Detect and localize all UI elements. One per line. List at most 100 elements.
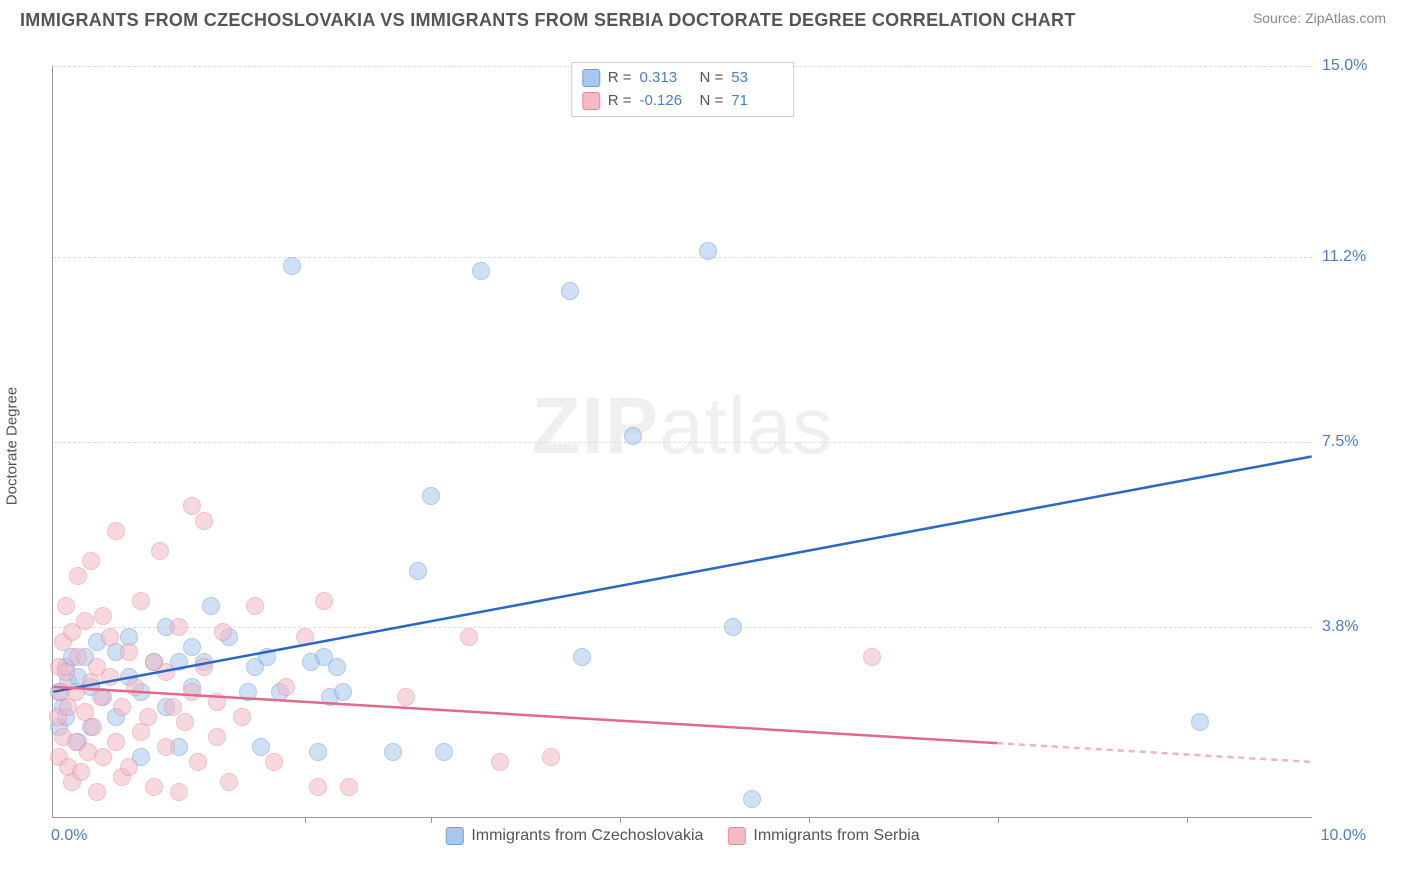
legend-swatch [445, 827, 463, 845]
x-tick [1187, 817, 1188, 823]
data-point [113, 698, 131, 716]
data-point [309, 778, 327, 796]
data-point [195, 658, 213, 676]
data-point [170, 618, 188, 636]
n-value: 53 [731, 67, 783, 90]
data-point [69, 648, 87, 666]
watermark: ZIPatlas [532, 380, 833, 472]
data-point [183, 683, 201, 701]
data-point [409, 562, 427, 580]
data-point [183, 638, 201, 656]
legend-row: R = -0.126 N = 71 [582, 90, 784, 113]
legend-row: R = 0.313 N = 53 [582, 67, 784, 90]
data-point [195, 512, 213, 530]
data-point [202, 597, 220, 615]
n-label: N = [700, 67, 724, 90]
series-legend: Immigrants from Czechoslovakia Immigrants… [445, 827, 919, 845]
data-point [157, 663, 175, 681]
data-point [183, 497, 201, 515]
data-point [101, 668, 119, 686]
data-point [120, 758, 138, 776]
data-point [561, 282, 579, 300]
legend-item: Immigrants from Serbia [727, 827, 919, 845]
data-point [277, 678, 295, 696]
data-point [239, 683, 257, 701]
data-point [69, 567, 87, 585]
x-tick [620, 817, 621, 823]
data-point [88, 783, 106, 801]
legend-label: Immigrants from Czechoslovakia [471, 827, 703, 845]
data-point [1191, 713, 1209, 731]
data-point [208, 728, 226, 746]
data-point [139, 708, 157, 726]
data-point [233, 708, 251, 726]
data-point [176, 713, 194, 731]
data-point [57, 663, 75, 681]
data-point [132, 592, 150, 610]
data-point [422, 487, 440, 505]
data-point [82, 552, 100, 570]
data-point [542, 748, 560, 766]
x-tick [431, 817, 432, 823]
data-point [101, 628, 119, 646]
data-point [157, 738, 175, 756]
y-axis-label: Doctorate Degree [4, 387, 21, 505]
data-point [491, 753, 509, 771]
legend-item: Immigrants from Czechoslovakia [445, 827, 703, 845]
data-point [724, 618, 742, 636]
legend-label: Immigrants from Serbia [753, 827, 919, 845]
data-point [699, 242, 717, 260]
x-tick [809, 817, 810, 823]
regression-line [53, 457, 1311, 692]
data-point [120, 643, 138, 661]
y-tick-label: 15.0% [1322, 57, 1392, 75]
r-value: 0.313 [640, 67, 692, 90]
data-point [164, 698, 182, 716]
data-point [57, 597, 75, 615]
data-point [472, 262, 490, 280]
chart-title: IMMIGRANTS FROM CZECHOSLOVAKIA VS IMMIGR… [20, 10, 1076, 31]
legend-swatch [582, 92, 600, 110]
data-point [170, 783, 188, 801]
r-label: R = [608, 67, 632, 90]
data-point [334, 683, 352, 701]
data-point [246, 597, 264, 615]
data-point [72, 763, 90, 781]
data-point [107, 522, 125, 540]
r-value: -0.126 [640, 90, 692, 113]
data-point [460, 628, 478, 646]
correlation-legend: R = 0.313 N = 53 R = -0.126 N = 71 [571, 62, 795, 117]
data-point [107, 733, 125, 751]
data-point [84, 718, 102, 736]
n-value: 71 [731, 90, 783, 113]
gridline [53, 442, 1312, 443]
data-point [315, 592, 333, 610]
data-point [151, 542, 169, 560]
r-label: R = [608, 90, 632, 113]
data-point [397, 688, 415, 706]
data-point [340, 778, 358, 796]
plot-area: ZIPatlas R =0.313N =53R =-0.126N =71 0.0… [52, 66, 1312, 818]
data-point [258, 648, 276, 666]
data-point [384, 743, 402, 761]
source-label: Source: ZipAtlas.com [1253, 10, 1386, 26]
x-max-label: 10.0% [1321, 827, 1366, 845]
data-point [94, 748, 112, 766]
data-point [220, 773, 238, 791]
y-tick-label: 7.5% [1322, 433, 1392, 451]
gridline [53, 627, 1312, 628]
data-point [214, 623, 232, 641]
data-point [145, 778, 163, 796]
data-point [92, 688, 110, 706]
regression-line-extrapolated [997, 743, 1312, 762]
data-point [252, 738, 270, 756]
x-tick [305, 817, 306, 823]
legend-swatch [582, 69, 600, 87]
data-point [126, 678, 144, 696]
n-label: N = [700, 90, 724, 113]
data-point [208, 693, 226, 711]
data-point [624, 427, 642, 445]
data-point [328, 658, 346, 676]
data-point [863, 648, 881, 666]
y-tick-label: 11.2% [1322, 248, 1392, 266]
